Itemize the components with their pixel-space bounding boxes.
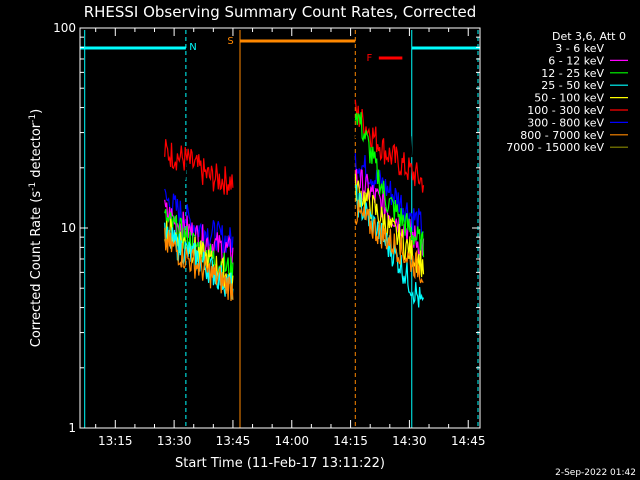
x-tick-label: 14:00	[274, 434, 309, 448]
legend-entry-label: 6 - 12 keV	[548, 54, 604, 67]
x-axis-label: Start Time (11-Feb-17 13:11:22)	[175, 456, 385, 471]
series-0-post	[354, 112, 425, 163]
legend-header: Det 3,6, Att 0	[552, 30, 626, 43]
series-6-post	[354, 183, 425, 308]
legend-entry-label: 7000 - 15000 keV	[506, 141, 604, 154]
x-tick-label: 14:15	[333, 434, 368, 448]
series-0-pre	[164, 150, 234, 181]
series-7-post	[354, 199, 424, 284]
legend-entry-label: 800 - 7000 keV	[520, 129, 604, 142]
y-axis-label: Corrected Count Rate (s-1 detector-1)	[28, 109, 44, 347]
plot-area: N S F	[80, 30, 480, 428]
series-2-pre	[164, 188, 234, 253]
annotation-n: N	[189, 42, 196, 53]
legend-entry-label: 50 - 100 keV	[534, 92, 604, 105]
x-tick-label: 13:30	[157, 434, 192, 448]
footer-date: 2-Sep-2022 01:42	[555, 468, 636, 478]
x-tick-label: 14:45	[451, 434, 486, 448]
y-tick-label: 10	[61, 221, 76, 235]
series-5-post	[354, 173, 425, 278]
x-tick-label: 14:30	[392, 434, 427, 448]
axes-frame	[79, 27, 481, 429]
axes: 1 10 100 13:15 13:30 13:45 14:00 14:15 14:30 14:4…	[53, 21, 485, 448]
annotation-s: S	[227, 36, 233, 47]
series-4-post	[354, 112, 425, 258]
x-tick-label: 13:45	[216, 434, 251, 448]
series-1-pre	[164, 139, 234, 195]
legend-entry-label: 300 - 800 keV	[527, 116, 604, 129]
y-tick-label: 100	[53, 21, 76, 35]
annotation-f: F	[367, 53, 373, 64]
legend-entry-label: 25 - 50 keV	[541, 79, 604, 92]
legend-entry-label: 3 - 6 keV	[555, 42, 604, 55]
y-tick-label: 1	[68, 421, 76, 435]
x-tick-label: 13:15	[98, 434, 133, 448]
chart-title: RHESSI Observing Summary Count Rates, Co…	[84, 3, 477, 21]
series-7-pre	[164, 227, 234, 302]
legend-entry-label: 12 - 25 keV	[541, 67, 604, 80]
series-3-post	[354, 168, 425, 257]
legend-entry-label: 100 - 300 keV	[527, 104, 604, 117]
